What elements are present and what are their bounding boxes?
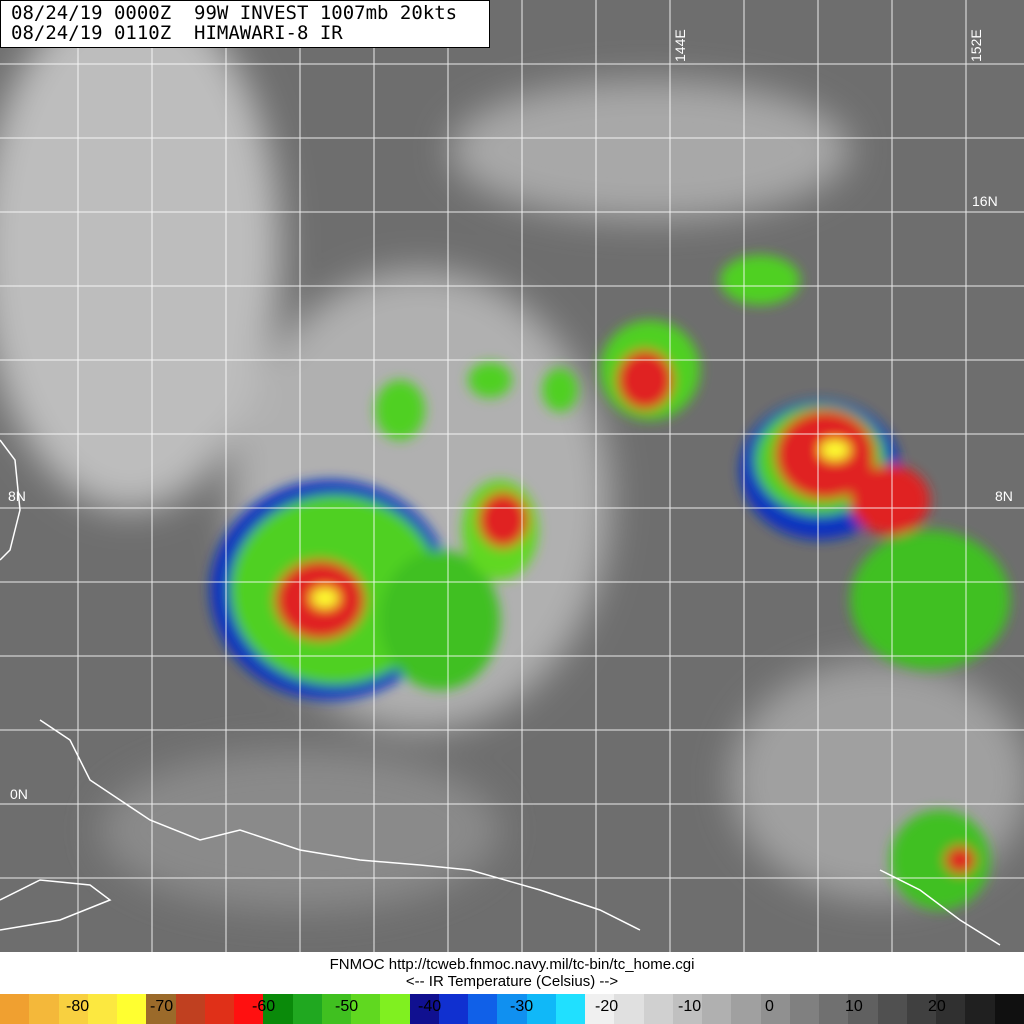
colorbar-swatch (29, 994, 59, 1024)
colorbar-swatch (643, 994, 673, 1024)
colorbar-swatch (321, 994, 351, 1024)
colorbar-swatch (877, 994, 907, 1024)
temperature-colorbar (0, 994, 1024, 1024)
colorbar-swatch (760, 994, 790, 1024)
colorbar-swatch (731, 994, 761, 1024)
colorbar-swatch (906, 994, 936, 1024)
colorbar-swatch (146, 994, 176, 1024)
colorbar-label: -70 (150, 998, 174, 1015)
colorbar-swatch (555, 994, 585, 1024)
lon-label-152e: 152E (968, 29, 984, 62)
cloud-field (0, 0, 1024, 952)
colorbar-swatch (526, 994, 556, 1024)
header-box: 08/24/19 0000Z 99W INVEST 1007mb 20kts 08… (0, 0, 490, 48)
colorbar-swatch (292, 994, 322, 1024)
lat-label-8n-right: 8N (995, 488, 1013, 504)
colorbar-swatch (789, 994, 819, 1024)
source-credit: FNMOC http://tcweb.fnmoc.navy.mil/tc-bin… (329, 956, 695, 973)
colorbar-swatch (819, 994, 849, 1024)
colorbar-label: 20 (928, 998, 946, 1015)
lat-lon-grid (0, 0, 1024, 952)
colorbar-swatch (936, 994, 966, 1024)
colorbar-swatch (204, 994, 234, 1024)
colorbar-label: -80 (66, 998, 90, 1015)
colorbar-swatch (848, 994, 878, 1024)
colorbar-swatch (409, 994, 439, 1024)
colorbar-swatch (117, 994, 147, 1024)
coastlines (0, 439, 1001, 946)
colorbar-label: -10 (678, 998, 702, 1015)
colorbar-label: -50 (335, 998, 359, 1015)
colorbar-swatch (994, 994, 1024, 1024)
colorbar-swatch (234, 994, 264, 1024)
colorbar-label: 10 (845, 998, 863, 1015)
satellite-ir-image: 144E 152E 16N 8N 8N 0N (0, 0, 1024, 952)
colorbar-swatch (497, 994, 527, 1024)
header-line-1: 08/24/19 0000Z 99W INVEST 1007mb 20kts (11, 2, 458, 24)
header-line-2: 08/24/19 0110Z HIMAWARI-8 IR (11, 22, 343, 44)
colorbar-swatch (175, 994, 205, 1024)
colorbar-swatch (380, 994, 410, 1024)
lat-label-16n: 16N (972, 193, 998, 209)
cirrus-clouds (0, 0, 1024, 910)
colorbar-swatch (263, 994, 293, 1024)
colorbar-swatch (87, 994, 117, 1024)
colorbar-swatch (0, 994, 30, 1024)
colorbar-swatch (614, 994, 644, 1024)
lat-label-8n-left: 8N (8, 488, 26, 504)
colorbar-swatch (672, 994, 702, 1024)
colorbar-swatch (965, 994, 995, 1024)
colorbar-swatch (702, 994, 732, 1024)
colorbar-label: -40 (418, 998, 442, 1015)
legend-title: <-- IR Temperature (Celsius) --> (405, 973, 619, 990)
colorbar-swatch (351, 994, 381, 1024)
colorbar-swatch (438, 994, 468, 1024)
colorbar-label: -60 (252, 998, 276, 1015)
colorbar-label: 0 (765, 998, 774, 1015)
lat-label-0n: 0N (10, 786, 28, 802)
footer: FNMOC http://tcweb.fnmoc.navy.mil/tc-bin… (0, 952, 1024, 998)
colorbar-swatch (585, 994, 615, 1024)
colorbar-swatch (468, 994, 498, 1024)
colorbar-label: -20 (595, 998, 619, 1015)
colorbar-swatch (58, 994, 88, 1024)
lon-label-144e: 144E (672, 29, 688, 62)
colorbar-label: -30 (510, 998, 534, 1015)
convective-clouds (210, 255, 1010, 910)
